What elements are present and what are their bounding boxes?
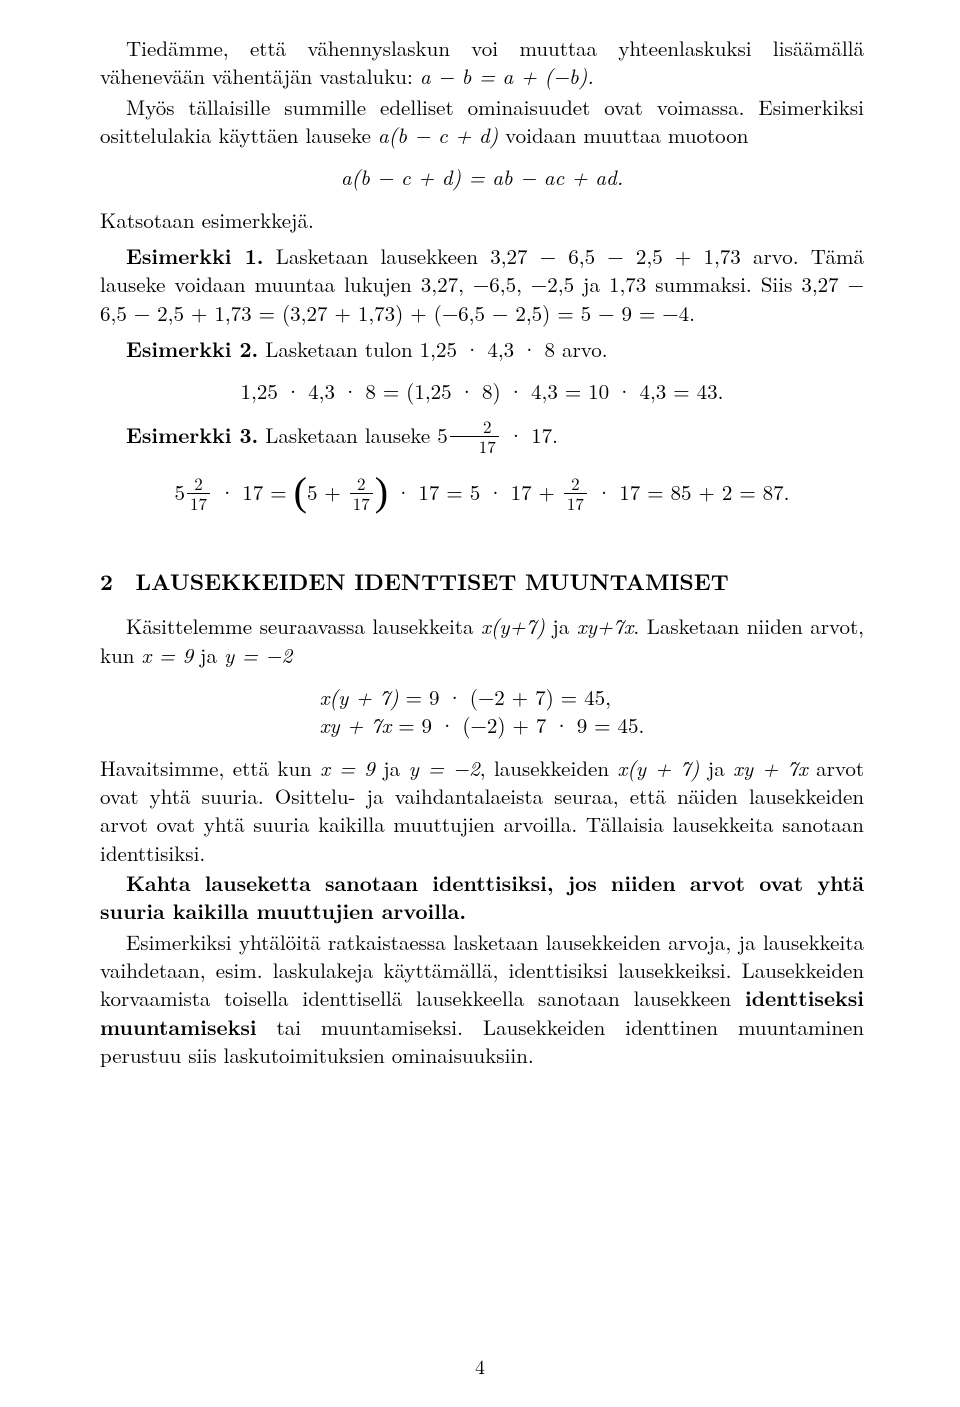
page-number: 4	[0, 1352, 960, 1379]
text: · 17.	[501, 420, 558, 450]
example: Esimerkki 3. Lasketaan lauseke 5217 · 17…	[100, 420, 864, 457]
math-inline: 5217	[437, 420, 501, 450]
definition: Kahta lauseketta sanotaan identtisiksi, …	[100, 869, 864, 926]
text: ja	[375, 753, 409, 783]
paragraph: Esimerkiksi yhtälöitä ratkaistaessa lask…	[100, 928, 864, 1070]
paragraph: Havaitsimme, että kun x = 9 ja y = −2, l…	[100, 754, 864, 867]
example: Esimerkki 1. Lasketaan lausekkeen 3,27 −…	[100, 242, 864, 327]
text: ja	[699, 753, 733, 783]
display-equation: 5217 · 17 = (5 + 217) · 17 = 5 · 17 + 21…	[100, 477, 864, 514]
math-inline: y = −2	[224, 640, 292, 670]
math: 1,25 · 4,3 · 8 = (1,25 · 8) · 4,3 = 10 ·…	[241, 376, 724, 406]
math-inline: xy +	[733, 753, 787, 783]
math-inline: 7x	[787, 753, 807, 783]
text: Lasketaan lauseke	[258, 420, 437, 450]
math: a(b − c + d) = ab − ac + ad.	[341, 162, 623, 192]
display-equation: a(b − c + d) = ab − ac + ad.	[100, 163, 864, 191]
paragraph: Tiedämme, että vähennyslaskun voi muutta…	[100, 34, 864, 91]
text: voidaan muuttaa muotoon	[498, 120, 748, 150]
text: Lasketaan tulon 1,25 · 4,3 · 8 arvo.	[258, 334, 607, 364]
paragraph: Myös tällaisille summille edelliset omin…	[100, 93, 864, 150]
example-label: Esimerkki 2.	[126, 334, 258, 364]
section-heading: 2 LAUSEKKEIDEN IDENTTISET MUUNTAMISET	[100, 566, 864, 596]
text: , lausekkeiden	[480, 753, 618, 783]
text: Kahta lauseketta sanotaan identtisiksi, …	[100, 868, 864, 926]
math-inline: x = 9	[320, 753, 375, 783]
text: Katsotaan esimerkkejä.	[100, 205, 314, 235]
math-inline: a − b = a + (−b).	[420, 61, 594, 91]
paragraph: Käsittelemme seuraavassa lausekkeita x(y…	[100, 612, 864, 669]
text: ja	[545, 611, 577, 641]
math-inline: y = −2	[409, 753, 480, 783]
document-page: Tiedämme, että vähennyslaskun voi muutta…	[0, 0, 960, 1407]
display-equation: 1,25 · 4,3 · 8 = (1,25 · 8) · 4,3 = 10 ·…	[100, 377, 864, 405]
example-label: Esimerkki 1.	[126, 241, 263, 271]
paragraph: Katsotaan esimerkkejä.	[100, 206, 864, 234]
example: Esimerkki 2. Lasketaan tulon 1,25 · 4,3 …	[100, 335, 864, 363]
math: 5217 · 17 = (5 + 217) · 17 = 5 · 17 + 21…	[174, 477, 789, 507]
math-inline: x = 9	[141, 640, 193, 670]
text: ja	[193, 640, 224, 670]
math-inline: xy+7x	[577, 611, 634, 641]
math-inline: a(b − c + d)	[378, 120, 498, 150]
example-label: Esimerkki 3.	[126, 420, 258, 450]
math-inline: x(y+7)	[481, 611, 545, 641]
text: Käsittelemme seuraavassa lausekkeita	[126, 611, 481, 641]
math-inline: x(y + 7)	[617, 753, 699, 783]
display-equation: x(y + 7) = 9 · (−2 + 7) = 45, xy + 7x = …	[100, 683, 864, 740]
text: Havaitsimme, että kun	[100, 753, 320, 783]
